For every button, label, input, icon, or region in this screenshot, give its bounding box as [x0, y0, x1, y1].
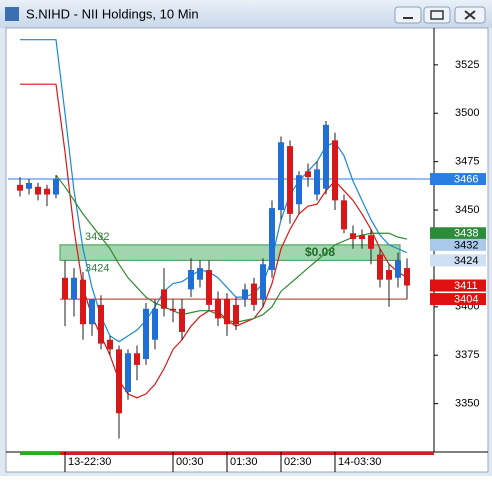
candle-body [53, 179, 59, 195]
candle-body [17, 184, 23, 191]
candle-body [287, 146, 293, 214]
y-tick-label: 3525 [455, 59, 479, 71]
candle-body [116, 349, 122, 414]
candle-body [296, 175, 302, 205]
window-title: S.NIHD - NII Holdings, 10 Min [26, 6, 199, 21]
x-tick-label: 01:30 [230, 456, 258, 468]
candle-body [377, 254, 383, 280]
candle-body [350, 233, 356, 240]
x-tick-label: 13-22:30 [68, 456, 111, 468]
price-label-box [430, 293, 486, 306]
candle-body [305, 171, 311, 178]
candle-body [125, 353, 131, 392]
candle-body [80, 279, 86, 325]
x-tick-label: 02:30 [284, 456, 312, 468]
price-label-box [430, 238, 486, 251]
y-tick-label: 3350 [455, 398, 479, 410]
candle-body [404, 268, 410, 286]
candle-body [368, 235, 374, 249]
minimize-button[interactable] [394, 6, 422, 24]
window-buttons [394, 6, 486, 24]
candle-body [395, 260, 401, 278]
candle-body [278, 142, 284, 211]
price-label: 3438 [454, 228, 478, 240]
session-bar [60, 452, 434, 455]
candle-body [89, 299, 95, 325]
candle-body [386, 270, 392, 280]
candle-body [251, 283, 257, 305]
candle-body [35, 186, 41, 195]
price-label-box [430, 227, 486, 240]
range-band [59, 244, 401, 261]
y-tick-label: 3450 [455, 204, 479, 216]
y-tick-label: 3475 [455, 156, 479, 168]
candle-body [44, 188, 50, 195]
candle-body [179, 308, 185, 332]
price-label: 3411 [454, 280, 478, 292]
candle-body [359, 235, 365, 240]
candle-body [134, 353, 140, 365]
candle-body [224, 299, 230, 325]
candle-body [188, 270, 194, 290]
indicator-line [20, 39, 408, 343]
candle-body [215, 299, 221, 319]
candle-body [107, 339, 113, 350]
x-tick-label: 14-03:30 [338, 456, 381, 468]
indicator-line [55, 174, 408, 323]
candle-body [170, 308, 176, 311]
candle-body [206, 270, 212, 305]
band-label: $0.08 [305, 245, 335, 259]
candle-body [332, 140, 338, 201]
x-tick-label: 00:30 [176, 456, 204, 468]
candle-body [233, 304, 239, 325]
candle-body [98, 304, 104, 344]
session-bar [20, 452, 60, 455]
price-label: 3466 [454, 173, 478, 185]
y-tick-label: 3500 [455, 107, 479, 119]
candle-body [161, 289, 167, 309]
maximize-button[interactable] [423, 6, 451, 24]
band-bottom-label: 3424 [85, 262, 109, 274]
y-tick-label: 3375 [455, 349, 479, 361]
price-label: 3424 [454, 255, 478, 267]
candle-body [71, 277, 77, 300]
candle-body [323, 124, 329, 189]
candle-body [269, 208, 275, 271]
candle-body [26, 182, 32, 189]
candle-body [260, 264, 266, 300]
window-icon [5, 7, 19, 21]
candle-body [197, 268, 203, 280]
candle-body [62, 277, 68, 300]
candle-body [143, 308, 149, 360]
candle-body [152, 308, 158, 340]
price-label-box [430, 254, 486, 267]
price-label-box [430, 173, 486, 186]
candle-body [242, 289, 248, 300]
price-label-box [430, 279, 486, 292]
candle-body [314, 169, 320, 195]
price-label: 3432 [454, 239, 478, 251]
price-label: 3404 [454, 293, 478, 305]
candle-body [341, 200, 347, 230]
